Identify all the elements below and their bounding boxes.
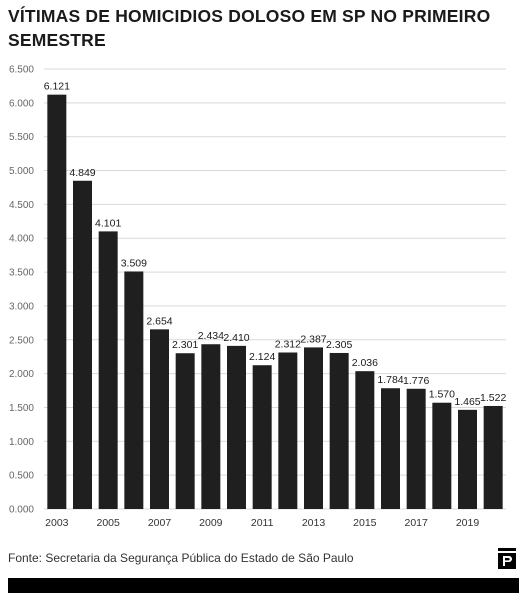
y-axis: 0.000 0.500 1.000 1.500 2.000 2.500 3.000 3.500… [9,65,34,516]
bar-2009 [201,344,221,509]
value-label: 2.124 [249,351,275,363]
y-tick-label: 2.000 [9,369,34,380]
x-tick-label: 2009 [199,517,223,529]
x-axis: 2003 2005 2007 2009 2011 2013 2015 2017 2019 [45,517,479,529]
bar-2007 [150,329,169,509]
value-label: 1.465 [454,396,480,408]
bars [47,94,503,509]
value-label: 1.570 [429,389,455,401]
value-label: 4.849 [69,167,95,179]
x-tick-label: 2017 [404,517,428,529]
y-tick-label: 0.000 [9,505,34,516]
y-tick-label: 3.000 [9,301,34,312]
value-label: 6.121 [44,81,70,93]
bar-2011 [252,365,272,509]
value-label: 1.784 [377,374,403,386]
bar-2012 [278,352,298,509]
source-note: Fonte: Secretaria da Segurança Pública d… [8,551,354,565]
bar-2018 [432,402,452,509]
bar-2015 [355,371,375,509]
x-tick-label: 2007 [148,517,172,529]
bar-2008 [175,353,195,509]
bar-chart: 0.000 0.500 1.000 1.500 2.000 2.500 3.000 3.500… [9,65,507,530]
bar-2004 [73,180,92,509]
value-label: 2.312 [275,338,301,350]
x-tick-label: 2003 [45,517,69,529]
value-label: 2.036 [352,357,378,369]
x-tick-label: 2019 [456,517,480,529]
value-label: 1.776 [403,375,429,387]
bar-2006 [124,271,144,509]
bar-2020 [483,405,503,509]
bar-2013 [304,347,323,509]
y-tick-label: 2.500 [9,335,34,346]
value-label: 1.522 [480,392,506,404]
bar-2019 [458,409,477,509]
bar-2010 [227,345,246,509]
y-tick-label: 4.500 [9,200,34,211]
y-tick-label: 4.000 [9,234,34,245]
bar-2014 [329,352,349,509]
y-tick-label: 0.500 [9,471,34,482]
value-label: 2.654 [146,315,172,327]
y-tick-label: 6.000 [9,98,34,109]
footer-bar [8,578,519,593]
y-tick-label: 3.500 [9,268,34,279]
value-label: 2.434 [198,330,224,342]
bar-2017 [406,388,426,509]
gridlines [44,68,506,510]
value-label: 2.387 [300,333,326,345]
y-tick-label: 5.000 [9,166,34,177]
value-label: 2.305 [326,339,352,351]
value-label: 2.410 [223,332,249,344]
bar-2016 [381,388,400,509]
bar-2005 [98,231,118,509]
y-tick-label: 1.500 [9,403,34,414]
y-tick-label: 1.000 [9,437,34,448]
bar-2003 [47,94,67,509]
value-label: 2.301 [172,339,198,351]
chart-title: VÍTIMAS DE HOMICIDIOS DOLOSO EM SP NO PR… [8,6,491,50]
value-label: 3.509 [121,257,147,269]
y-tick-label: 5.500 [9,132,34,143]
x-tick-label: 2015 [353,517,377,529]
x-tick-label: 2005 [96,517,120,529]
y-tick-label: 6.500 [9,65,34,76]
value-label: 4.101 [95,217,121,229]
x-tick-label: 2011 [251,517,274,529]
folha-logo-icon [498,548,516,569]
x-tick-label: 2013 [302,517,326,529]
